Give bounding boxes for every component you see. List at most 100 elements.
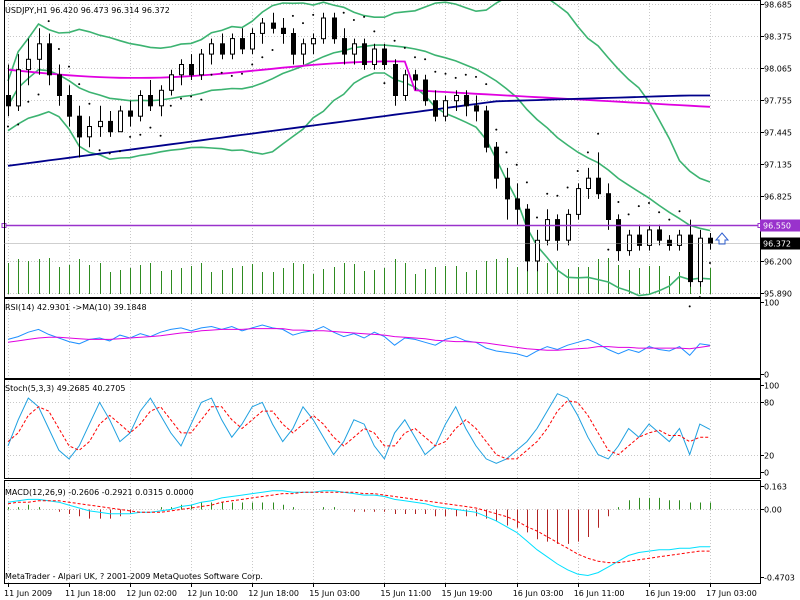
candle-bear <box>291 33 296 55</box>
sar-dot <box>200 98 203 101</box>
sar-dot <box>129 135 132 138</box>
sar-dot <box>88 102 91 105</box>
candle-bear <box>240 38 245 50</box>
sar-dot <box>597 132 600 135</box>
x-tick-label: 16 Jun 19:00 <box>645 589 696 598</box>
bollinger-layer <box>7 0 711 297</box>
x-tick-label: 11 Jun 18:00 <box>65 589 116 598</box>
y-axis-labels: 98.685 98.375 98.065 97.755 97.445 97.135 96.8… <box>4 1 800 583</box>
candle-bull <box>87 126 92 138</box>
candle-bear <box>189 64 194 76</box>
sar-dot <box>210 73 213 76</box>
sar-dot <box>373 30 376 33</box>
sar-dot <box>688 305 691 308</box>
candle-bull <box>26 58 31 71</box>
sar-dot <box>98 149 101 152</box>
sar-dot <box>68 65 70 68</box>
sar-dot <box>627 213 630 216</box>
rsi-main-line <box>7 324 711 358</box>
candle-bull <box>352 43 357 55</box>
main-y-tick-label: 98.375 <box>764 33 792 42</box>
bollinger-upper <box>7 0 711 183</box>
candle-bull <box>677 234 682 246</box>
candle-bull <box>627 234 632 252</box>
candle-bull <box>179 64 184 76</box>
candle-bull <box>443 100 448 117</box>
sar-dot <box>505 151 508 154</box>
sar-dot <box>454 76 457 79</box>
x-tick-label: 15 Jun 11:00 <box>380 589 431 598</box>
stoch-y-tick-label: 80 <box>764 399 774 408</box>
last-price-tag <box>760 237 800 250</box>
candle-bull <box>118 110 123 133</box>
sar-dot <box>637 205 640 208</box>
sar-dot <box>515 163 518 166</box>
candle-bear <box>220 43 225 55</box>
x-tick-label: 15 Jun 19:00 <box>442 589 493 598</box>
candle-bear <box>6 95 11 107</box>
candle-bull <box>98 120 103 128</box>
candle-bear <box>616 219 621 252</box>
main-y-tick-label: 97.755 <box>764 97 792 106</box>
sar-dot <box>220 71 223 74</box>
rsi-y-tick-label: 100 <box>764 299 779 308</box>
candle-bull <box>16 69 21 107</box>
candle-bull <box>311 38 316 45</box>
candle-bear <box>393 64 398 96</box>
sar-dot <box>546 192 549 195</box>
sar-dot <box>444 72 447 75</box>
candle-bull <box>545 219 550 241</box>
candle-bear <box>67 95 72 117</box>
candles-layer <box>6 12 713 287</box>
candle-bear <box>505 177 510 200</box>
sar-dot <box>556 194 559 197</box>
candle-bull <box>209 43 214 55</box>
ma-fast-line <box>7 60 711 108</box>
sar-dot <box>414 56 416 59</box>
sar-dot <box>169 104 172 107</box>
stoch-main-line <box>7 393 711 464</box>
stoch-signal-line <box>7 400 710 460</box>
candle-bull <box>321 17 326 40</box>
candle-bull <box>199 53 204 76</box>
sar-dot <box>536 216 538 219</box>
rsi-layer <box>7 324 711 358</box>
sar-layer <box>7 0 711 308</box>
sar-dot <box>607 248 610 251</box>
sar-dot <box>495 128 498 131</box>
candle-bull <box>138 95 143 117</box>
candle-bear <box>148 95 153 107</box>
sar-dot <box>658 211 661 214</box>
up-arrow-icon <box>714 232 730 245</box>
main-y-tick-label: 97.135 <box>764 161 792 170</box>
sar-dot <box>47 20 50 23</box>
stoch-y-tick-label: 100 <box>764 382 779 391</box>
main-y-tick-label: 96.825 <box>764 193 792 202</box>
candle-bull <box>586 177 591 189</box>
candle-bear <box>555 219 560 241</box>
sar-dot <box>403 46 406 49</box>
main-y-tick-label: 95.890 <box>764 290 792 299</box>
candle-bull <box>301 43 306 55</box>
sar-dot <box>475 75 477 78</box>
sar-dot <box>78 83 81 86</box>
candle-bull <box>647 229 652 246</box>
stoch-y-tick-label: 20 <box>764 452 774 461</box>
candle-bear <box>474 105 479 112</box>
sar-dot <box>424 58 427 61</box>
sar-dot <box>363 15 366 18</box>
candle-bear <box>596 177 601 195</box>
candle-bear <box>77 115 82 138</box>
sar-dot <box>586 151 589 154</box>
candle-bull <box>260 22 265 34</box>
macd-y-tick-label: 0.00 <box>764 506 782 515</box>
sar-dot <box>17 123 20 126</box>
x-tick-label: 17 Jun 03:00 <box>706 589 757 598</box>
rsi-label: RSI(14) 42.9301 ->MA(10) 39.1848 <box>5 303 147 312</box>
sar-dot <box>617 201 620 203</box>
sar-dot <box>383 82 386 85</box>
sar-dot <box>352 19 355 21</box>
stoch-y-tick-label: 0 <box>764 469 769 478</box>
candle-bear <box>708 237 713 244</box>
